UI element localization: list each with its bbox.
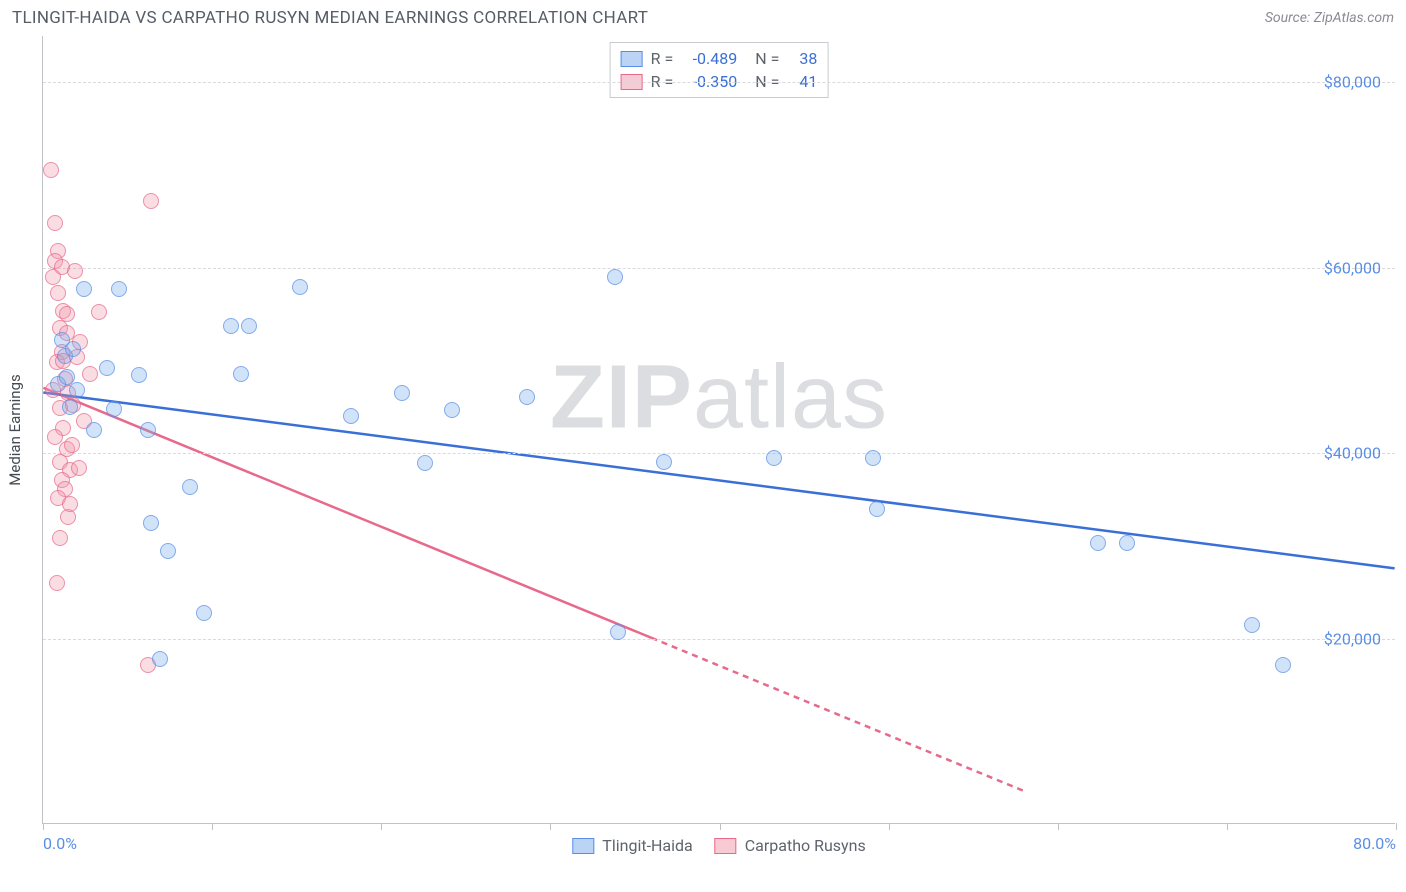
scatter-point-s1 xyxy=(417,455,433,471)
scatter-point-s2 xyxy=(59,306,75,322)
n-value: 38 xyxy=(787,49,817,68)
watermark: ZIPatlas xyxy=(550,347,888,450)
scatter-point-s2 xyxy=(64,437,80,453)
legend-swatch xyxy=(572,838,594,854)
trend-line xyxy=(43,392,1394,568)
legend-label: Tlingit-Haida xyxy=(602,836,692,855)
x-axis-label: 80.0% xyxy=(1353,834,1396,853)
scatter-point-s1 xyxy=(76,281,92,297)
legend-item: Carpatho Rusyns xyxy=(715,836,866,855)
scatter-point-s1 xyxy=(223,318,239,334)
x-tick xyxy=(889,823,890,830)
y-axis-title: Median Earnings xyxy=(6,374,24,485)
scatter-point-s1 xyxy=(1244,617,1260,633)
scatter-point-s1 xyxy=(62,399,78,415)
series-legend: Tlingit-Haida Carpatho Rusyns xyxy=(572,836,865,855)
scatter-point-s2 xyxy=(52,530,68,546)
watermark-thin: atlas xyxy=(693,348,888,448)
trend-lines xyxy=(43,36,1395,823)
scatter-point-s1 xyxy=(869,501,885,517)
y-tick-label: $20,000 xyxy=(1324,629,1381,648)
scatter-point-s1 xyxy=(111,281,127,297)
x-tick xyxy=(212,823,213,830)
y-tick-label: $40,000 xyxy=(1324,444,1381,463)
scatter-point-s1 xyxy=(1275,657,1291,673)
scatter-point-s1 xyxy=(1119,535,1135,551)
scatter-point-s1 xyxy=(292,279,308,295)
scatter-point-s1 xyxy=(1090,535,1106,551)
scatter-point-s1 xyxy=(343,408,359,424)
source-label: Source: xyxy=(1265,10,1314,26)
x-tick xyxy=(1227,823,1228,830)
scatter-point-s2 xyxy=(47,215,63,231)
scatter-point-s1 xyxy=(65,341,81,357)
scatter-point-s1 xyxy=(519,389,535,405)
scatter-point-s2 xyxy=(50,285,66,301)
chart-title: TLINGIT-HAIDA VS CARPATHO RUSYN MEDIAN E… xyxy=(12,8,648,28)
scatter-point-s1 xyxy=(140,422,156,438)
y-tick-label: $60,000 xyxy=(1324,258,1381,277)
scatter-point-s2 xyxy=(143,193,159,209)
scatter-point-s2 xyxy=(82,366,98,382)
r-value: -0.489 xyxy=(681,49,737,68)
scatter-point-s2 xyxy=(49,575,65,591)
chart-header: TLINGIT-HAIDA VS CARPATHO RUSYN MEDIAN E… xyxy=(0,0,1406,34)
x-tick xyxy=(550,823,551,830)
scatter-point-s1 xyxy=(99,360,115,376)
legend-swatch xyxy=(621,51,643,67)
x-tick xyxy=(1396,823,1397,830)
stats-legend-row: R = -0.489 N = 38 xyxy=(621,47,818,70)
chart-container: Median Earnings ZIPatlas R = -0.489 N = 38R… xyxy=(0,34,1406,884)
scatter-point-s1 xyxy=(106,401,122,417)
legend-label: Carpatho Rusyns xyxy=(745,836,866,855)
scatter-point-s1 xyxy=(182,479,198,495)
scatter-point-s1 xyxy=(233,366,249,382)
y-tick-label: $80,000 xyxy=(1324,73,1381,92)
gridline-h xyxy=(43,268,1395,269)
x-axis-label: 0.0% xyxy=(43,834,77,853)
scatter-point-s2 xyxy=(43,162,59,178)
legend-item: Tlingit-Haida xyxy=(572,836,692,855)
gridline-h xyxy=(43,453,1395,454)
scatter-point-s2 xyxy=(67,263,83,279)
chart-source: Source: ZipAtlas.com xyxy=(1265,10,1394,26)
watermark-bold: ZIP xyxy=(550,348,693,448)
scatter-point-s2 xyxy=(45,269,61,285)
scatter-point-s1 xyxy=(444,402,460,418)
scatter-point-s1 xyxy=(241,318,257,334)
legend-swatch xyxy=(715,838,737,854)
scatter-point-s2 xyxy=(62,496,78,512)
trend-line xyxy=(43,388,651,638)
scatter-point-s1 xyxy=(766,450,782,466)
x-tick xyxy=(720,823,721,830)
plot-area: Median Earnings ZIPatlas R =-0.489N =38R… xyxy=(42,36,1395,824)
scatter-point-s1 xyxy=(131,367,147,383)
x-tick xyxy=(1058,823,1059,830)
x-tick xyxy=(43,823,44,830)
scatter-point-s1 xyxy=(610,624,626,640)
scatter-point-s1 xyxy=(143,515,159,531)
scatter-point-s2 xyxy=(71,460,87,476)
source-name: ZipAtlas.com xyxy=(1314,10,1394,26)
trend-line xyxy=(651,638,1023,791)
scatter-point-s1 xyxy=(69,382,85,398)
scatter-point-s1 xyxy=(607,269,623,285)
x-tick xyxy=(381,823,382,830)
scatter-point-s1 xyxy=(394,385,410,401)
scatter-point-s1 xyxy=(196,605,212,621)
stats-legend: R =-0.489N =38R =-0.350N =41 xyxy=(610,42,829,98)
n-label: N = xyxy=(755,49,779,68)
scatter-point-s1 xyxy=(86,422,102,438)
gridline-h xyxy=(43,82,1395,83)
scatter-point-s1 xyxy=(160,543,176,559)
scatter-point-s2 xyxy=(91,304,107,320)
scatter-point-s1 xyxy=(865,450,881,466)
scatter-point-s1 xyxy=(656,454,672,470)
r-label: R = xyxy=(651,49,674,68)
scatter-point-s1 xyxy=(152,651,168,667)
gridline-h xyxy=(43,639,1395,640)
